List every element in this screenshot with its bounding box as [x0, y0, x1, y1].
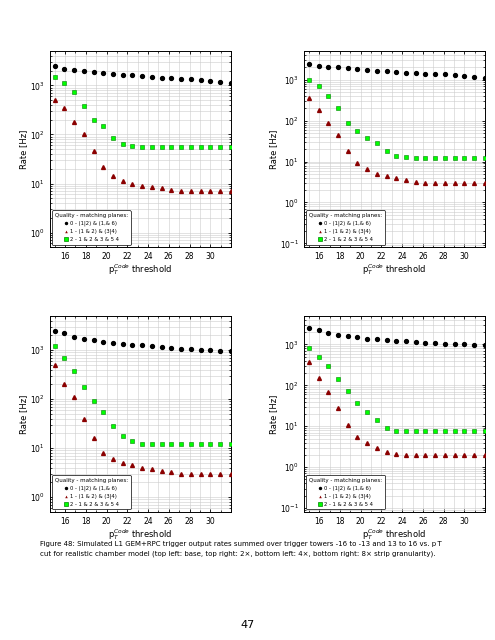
Legend: 0 - (1|2) & (1,& 6), 1 - (1 & 2) & (3|4), 2 - 1 & 2 & 3 & 5 4: 0 - (1|2) & (1,& 6), 1 - (1 & 2) & (3|4)…	[52, 211, 131, 244]
Text: Figure 48: Simulated L1 GEM+RPC trigger output rates summed over trigger towers : Figure 48: Simulated L1 GEM+RPC trigger …	[40, 541, 442, 547]
Y-axis label: Rate [Hz]: Rate [Hz]	[19, 129, 28, 169]
Text: 47: 47	[241, 620, 254, 630]
Y-axis label: Rate [Hz]: Rate [Hz]	[19, 394, 28, 434]
X-axis label: p$_T^{Code}$ threshold: p$_T^{Code}$ threshold	[362, 527, 427, 542]
Y-axis label: Rate [Hz]: Rate [Hz]	[269, 129, 278, 169]
Legend: 0 - (1|2) & (1,& 6), 1 - (1 & 2) & (3|4), 2 - 1 & 2 & 3 & 5 4: 0 - (1|2) & (1,& 6), 1 - (1 & 2) & (3|4)…	[52, 475, 131, 509]
X-axis label: p$_T^{Code}$ threshold: p$_T^{Code}$ threshold	[108, 262, 172, 277]
X-axis label: p$_T^{Code}$ threshold: p$_T^{Code}$ threshold	[362, 262, 427, 277]
Y-axis label: Rate [Hz]: Rate [Hz]	[269, 394, 278, 434]
Text: cut for realistic chamber model (top left: base, top right: 2×, bottom left: 4×,: cut for realistic chamber model (top lef…	[40, 550, 435, 557]
Legend: 0 - (1|2) & (1,& 6), 1 - (1 & 2) & (3|4), 2 - 1 & 2 & 3 & 5 4: 0 - (1|2) & (1,& 6), 1 - (1 & 2) & (3|4)…	[306, 475, 385, 509]
Legend: 0 - (1|2) & (1,& 6), 1 - (1 & 2) & (3|4), 2 - 1 & 2 & 3 & 5 4: 0 - (1|2) & (1,& 6), 1 - (1 & 2) & (3|4)…	[306, 211, 385, 244]
X-axis label: p$_T^{Code}$ threshold: p$_T^{Code}$ threshold	[108, 527, 172, 542]
